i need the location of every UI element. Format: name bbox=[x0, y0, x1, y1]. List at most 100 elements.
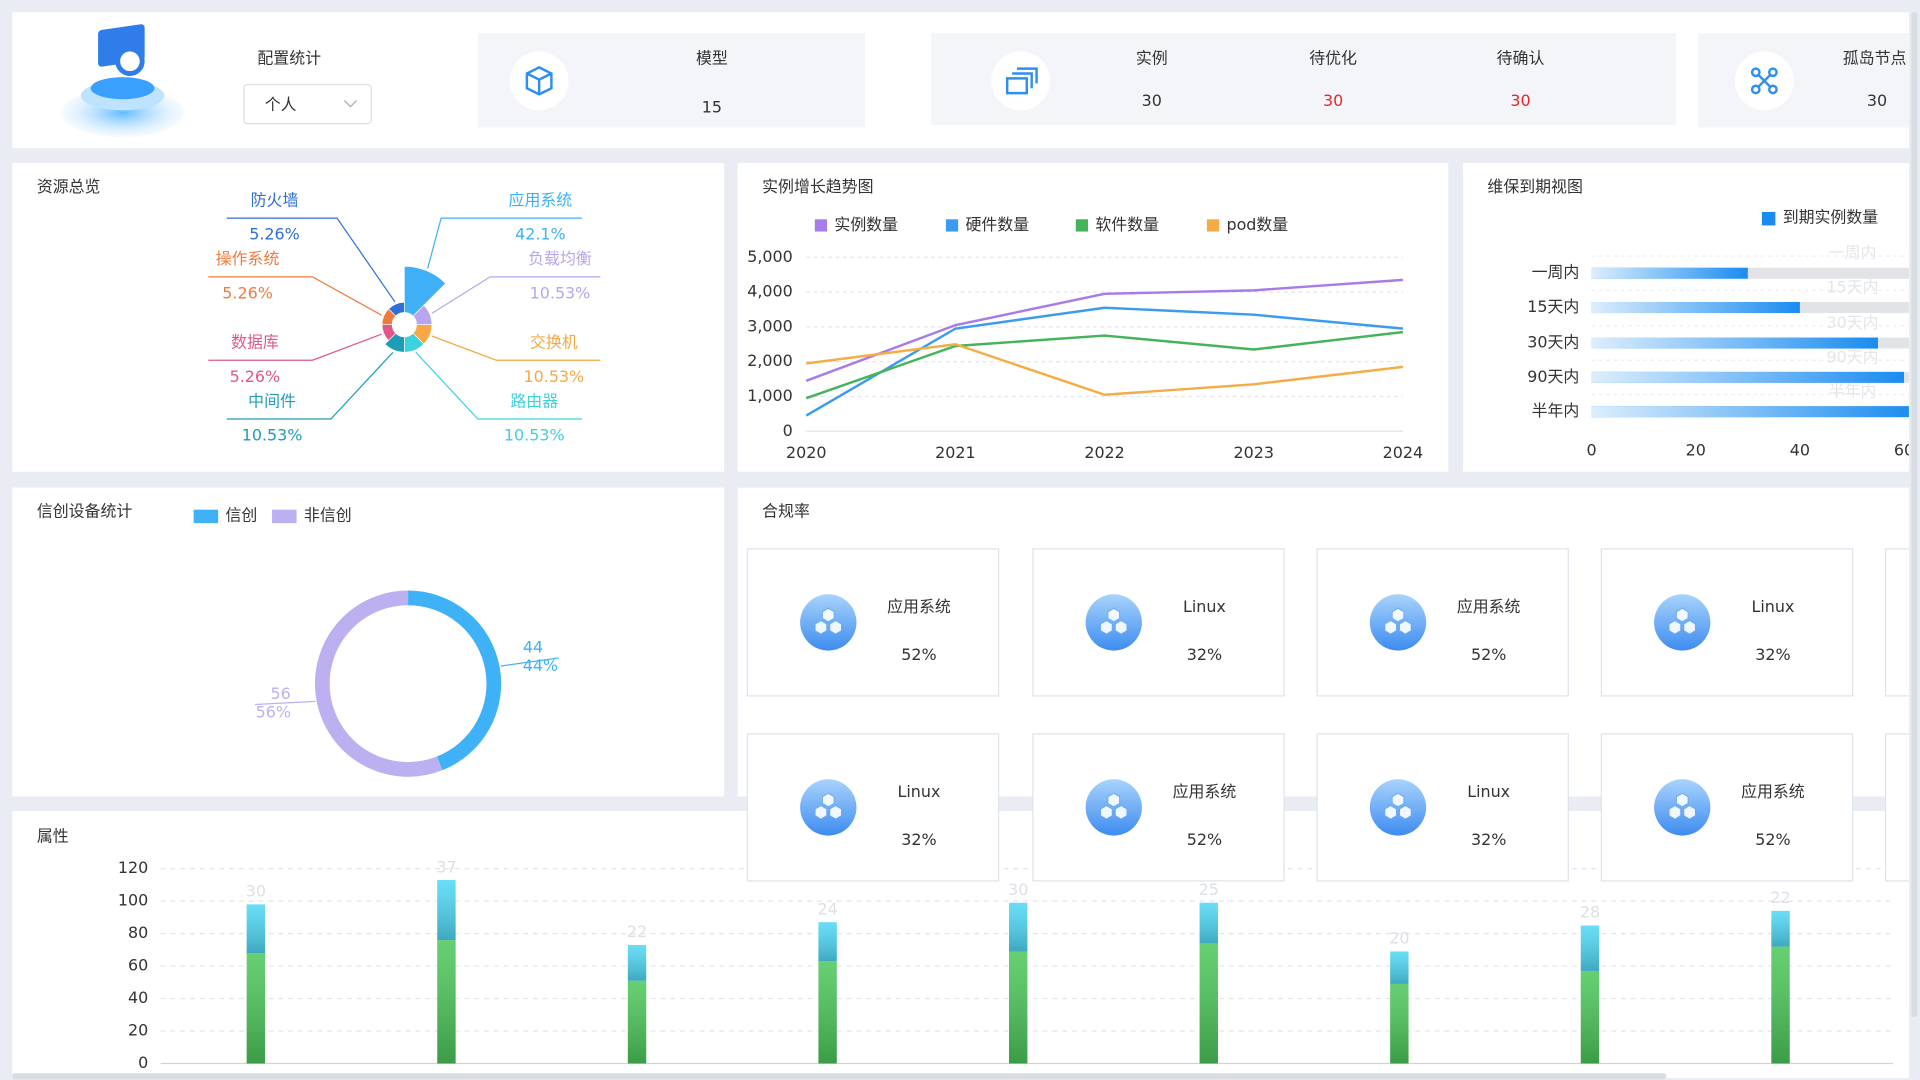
card-value: 52% bbox=[901, 645, 936, 664]
x-tick-label: 2021 bbox=[935, 443, 975, 462]
bar-shade bbox=[437, 940, 456, 1064]
value-label: 30 bbox=[246, 882, 266, 901]
y-tick-label: 15天内 bbox=[1527, 297, 1579, 316]
card bbox=[1885, 733, 1909, 882]
scrollbar[interactable] bbox=[12, 1073, 1667, 1080]
compliance: 合规率 应用系统 52% Linux 32% 应用系统 52% Linux 32% Linux 3… bbox=[737, 487, 1909, 882]
value-label: 25 bbox=[1199, 880, 1219, 899]
bar-shade bbox=[246, 953, 266, 1064]
value-label: 37 bbox=[436, 857, 456, 876]
bar-track bbox=[1591, 267, 1909, 279]
card-name: 应用系统 bbox=[1457, 597, 1521, 616]
x-tick-label: 2020 bbox=[786, 443, 826, 462]
cube-glyph bbox=[821, 792, 835, 808]
line-series bbox=[806, 343, 1404, 396]
x-tick-label: 2023 bbox=[1233, 443, 1273, 462]
leader-line bbox=[254, 700, 316, 706]
leader-line bbox=[415, 351, 583, 420]
cube-glyph bbox=[1668, 804, 1682, 820]
bar-shade bbox=[246, 904, 266, 954]
faint-label: 一周内 bbox=[1829, 243, 1877, 262]
charts: 应用系统 42.1% 负载均衡 10.53% 交换机 10.53% 路由器 10.53% 中间件… bbox=[118, 190, 1914, 1072]
cube-glyph bbox=[1683, 804, 1696, 820]
stat-label: 实例 bbox=[1136, 48, 1168, 67]
card-name: 应用系统 bbox=[1173, 782, 1237, 801]
legend-swatch bbox=[1761, 211, 1776, 226]
y-tick-label: 80 bbox=[128, 923, 148, 942]
stat-value: 30 bbox=[1510, 91, 1530, 110]
cube-glyph bbox=[1107, 607, 1121, 623]
value-label: 22 bbox=[1770, 888, 1790, 907]
stat-label: 模型 bbox=[696, 48, 728, 67]
value-label: 30 bbox=[1008, 880, 1028, 899]
cube-icon bbox=[525, 66, 553, 96]
slice-label: 负载均衡 bbox=[528, 249, 592, 268]
y-tick-label: 120 bbox=[118, 858, 148, 877]
legend-swatch bbox=[1075, 219, 1089, 232]
cube-glyph bbox=[1391, 792, 1405, 808]
bar-shade bbox=[1009, 902, 1028, 952]
slice-label: 中间件 bbox=[248, 391, 296, 410]
card bbox=[746, 733, 1000, 882]
x-tick-label: 2024 bbox=[1383, 443, 1423, 462]
y-tick-label: 60 bbox=[128, 956, 148, 975]
card-name: 应用系统 bbox=[1741, 782, 1805, 801]
stat-icon bbox=[991, 51, 1051, 111]
card bbox=[1032, 548, 1285, 697]
donut-arc bbox=[407, 590, 502, 771]
chart-title: 资源总览 bbox=[37, 177, 101, 196]
card bbox=[1600, 548, 1854, 697]
card-name: Linux bbox=[1183, 597, 1226, 616]
legend-swatch bbox=[945, 219, 959, 232]
legend-swatch bbox=[814, 219, 828, 232]
cube-glyph bbox=[1100, 619, 1113, 635]
node-icon bbox=[1750, 67, 1778, 95]
legend-swatch bbox=[272, 509, 297, 524]
bar-shade bbox=[437, 880, 456, 941]
faint-label: 半年内 bbox=[1829, 382, 1877, 401]
cube-glyph bbox=[1399, 804, 1412, 820]
value-label: 20 bbox=[1389, 929, 1409, 948]
stat-label: 孤岛节点 bbox=[1843, 48, 1907, 67]
stat-value: 30 bbox=[1142, 91, 1162, 110]
bar-shade bbox=[1580, 970, 1600, 1064]
select[interactable] bbox=[243, 83, 372, 125]
bar-shade bbox=[627, 944, 647, 981]
cube-glyph bbox=[1668, 619, 1682, 635]
legend-label: 实例数量 bbox=[834, 215, 898, 234]
card-name: 应用系统 bbox=[887, 597, 951, 616]
leader-line bbox=[500, 657, 559, 667]
stat-label: 待确认 bbox=[1497, 48, 1545, 67]
card-value: 52% bbox=[1187, 830, 1222, 849]
chart-title: 实例增长趋势图 bbox=[762, 177, 873, 196]
card bbox=[1600, 733, 1854, 882]
panel bbox=[12, 487, 725, 797]
cube-glyph bbox=[1384, 804, 1397, 820]
x-tick-label: 60 bbox=[1894, 440, 1914, 459]
chevron bbox=[343, 100, 358, 108]
y-tick-label: 30天内 bbox=[1527, 333, 1579, 352]
card-icon bbox=[800, 779, 857, 836]
legend-label: pod数量 bbox=[1226, 215, 1288, 234]
legend-label: 到期实例数量 bbox=[1783, 208, 1879, 227]
card-icon bbox=[1654, 779, 1711, 836]
y-tick-label: 4,000 bbox=[747, 282, 793, 301]
leader-line bbox=[226, 351, 394, 420]
pie-slice bbox=[404, 265, 447, 317]
value-label: 24 bbox=[817, 899, 837, 918]
card-icon bbox=[1369, 779, 1427, 836]
bar-shade bbox=[818, 922, 837, 962]
slice-label: 交换机 bbox=[530, 333, 578, 352]
cube-glyph bbox=[814, 619, 828, 635]
value-label: 22 bbox=[627, 922, 647, 941]
header-title: 配置统计 bbox=[257, 48, 321, 67]
slice-percent: 56% bbox=[256, 703, 291, 722]
bar-shade bbox=[818, 961, 837, 1064]
y-tick-label: 一周内 bbox=[1532, 263, 1580, 282]
slice-value: 10.53% bbox=[504, 426, 565, 445]
scrollbar[interactable] bbox=[1911, 12, 1918, 1017]
card bbox=[1885, 548, 1909, 697]
slice-value: 44 bbox=[523, 638, 543, 657]
card bbox=[1316, 733, 1569, 882]
